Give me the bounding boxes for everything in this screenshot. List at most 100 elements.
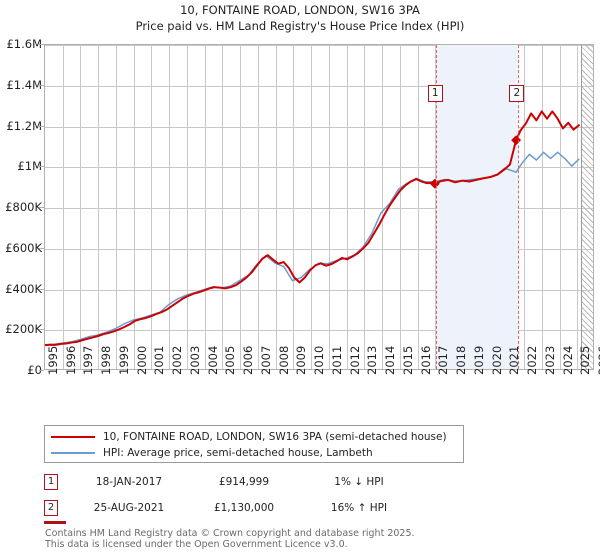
- gridline-horizontal: [45, 208, 593, 209]
- x-axis-tick-label: 2016: [418, 345, 433, 375]
- y-axis-tick: [39, 84, 44, 86]
- transaction-badge-2: 2: [44, 500, 58, 516]
- x-axis-tick-label: 2004: [205, 345, 220, 375]
- y-axis-tick-label: £400K: [5, 281, 42, 296]
- x-axis-tick-label: 1995: [46, 345, 60, 375]
- gridline-vertical: [98, 45, 99, 369]
- chart-legend: 10, FONTAINE ROAD, LONDON, SW16 3PA (sem…: [44, 425, 464, 463]
- table-row[interactable]: 2 25-AUG-2021 £1,130,000 16% ↑ HPI: [44, 500, 474, 518]
- x-axis-tick-label: 2013: [365, 345, 380, 375]
- gridline-vertical: [400, 45, 401, 369]
- gridline-horizontal: [45, 167, 593, 168]
- x-axis-tick-label: 2003: [187, 345, 202, 375]
- gridline-vertical: [134, 45, 135, 369]
- y-axis-tick-label: £1.6M: [6, 37, 42, 51]
- table-row[interactable]: 1 18-JAN-2017 £914,999 1% ↓ HPI: [44, 474, 474, 492]
- gridline-vertical: [382, 45, 383, 369]
- gridline-vertical: [577, 45, 578, 369]
- y-axis-tick: [39, 247, 44, 249]
- footer: Contains HM Land Registry data © Crown c…: [45, 528, 565, 550]
- x-axis-tick-label: 2010: [312, 345, 327, 375]
- transaction-callout-1[interactable]: 1: [427, 85, 443, 102]
- gridline-vertical: [187, 45, 188, 369]
- gridline-vertical: [293, 45, 294, 369]
- x-axis-tick-label: 1998: [99, 345, 114, 375]
- gridline-horizontal: [45, 290, 593, 291]
- price-paid-line: [45, 111, 579, 345]
- chart-subtitle: Price paid vs. HM Land Registry's House …: [135, 19, 465, 33]
- transaction-date-1: 18-JAN-2017: [95, 476, 163, 488]
- legend-label-hpi: HPI: Average price, semi-detached house,…: [103, 447, 373, 459]
- y-axis-tick-label: £1M: [17, 159, 42, 174]
- x-axis-tick-label: 2000: [134, 345, 149, 375]
- y-axis-tick-label: £1.2M: [6, 118, 42, 133]
- legend-label-price-paid: 10, FONTAINE ROAD, LONDON, SW16 3PA (sem…: [103, 431, 447, 443]
- x-axis-tick-label: 2006: [241, 345, 256, 375]
- gridline-vertical: [276, 45, 277, 369]
- gridline-vertical: [116, 45, 117, 369]
- gridline-vertical: [63, 45, 64, 369]
- x-axis-tick-label: 2024: [560, 345, 575, 375]
- plot-area: [44, 44, 594, 370]
- x-axis-tick-label: 2002: [170, 345, 185, 375]
- transaction-marker-line: [436, 45, 438, 369]
- gridline-vertical: [418, 45, 419, 369]
- transaction-point-marker[interactable]: [429, 178, 440, 189]
- transaction-price-1: £914,999: [218, 476, 270, 488]
- transaction-price-2: £1,130,000: [213, 502, 275, 514]
- y-axis-tick-label: £600K: [5, 240, 42, 255]
- legend-swatch-hpi: [51, 452, 95, 454]
- y-axis-tick: [39, 288, 44, 290]
- x-axis-tick-label: 2005: [223, 345, 238, 375]
- gridline-vertical: [169, 45, 170, 369]
- transaction-marker-line: [517, 45, 519, 369]
- gridline-vertical: [435, 45, 436, 369]
- y-axis-tick-label: £0: [27, 363, 42, 377]
- footer-copyright: Contains HM Land Registry data © Crown c…: [45, 528, 415, 539]
- y-axis-tick: [39, 329, 44, 331]
- x-axis-tick-label: 2020: [489, 345, 504, 375]
- x-axis-tick-label: 2018: [454, 345, 469, 375]
- x-axis-tick-label: 2012: [347, 345, 362, 375]
- transaction-callout-2[interactable]: 2: [509, 85, 525, 102]
- x-axis-tick-label: 2007: [258, 345, 273, 375]
- y-axis-tick: [39, 44, 44, 45]
- transaction-hpi-delta-1: 1% ↓ HPI: [334, 476, 384, 488]
- y-axis-tick-label: £200K: [5, 322, 42, 337]
- x-axis-tick-label: 1997: [81, 345, 96, 375]
- hpi-line: [45, 152, 579, 344]
- gridline-vertical: [347, 45, 348, 369]
- y-axis-tick: [39, 166, 44, 168]
- x-axis-tick-label: 2022: [525, 345, 540, 375]
- footer-rule: [44, 521, 66, 524]
- gridline-vertical: [524, 45, 525, 369]
- x-axis-tick-label: 2011: [329, 345, 344, 375]
- gridline-vertical: [222, 45, 223, 369]
- x-axis-tick-label: 2008: [276, 345, 291, 375]
- x-axis-tick-label: 2021: [507, 345, 522, 375]
- gridline-vertical: [240, 45, 241, 369]
- gridline-vertical: [542, 45, 543, 369]
- gridline-horizontal: [45, 45, 593, 46]
- gridline-vertical: [311, 45, 312, 369]
- x-axis-tick-label: 2017: [436, 345, 451, 375]
- legend-swatch-price-paid: [51, 436, 95, 438]
- x-axis-tick-label: 2025: [578, 345, 593, 375]
- transaction-hpi-delta-2: 16% ↑ HPI: [330, 502, 388, 514]
- chart-title: 10, FONTAINE ROAD, LONDON, SW16 3PA: [180, 3, 420, 17]
- x-axis-tick-label: 1996: [63, 345, 78, 375]
- y-axis-tick-label: £800K: [5, 200, 42, 214]
- gridline-vertical: [205, 45, 206, 369]
- page-title: 10, FONTAINE ROAD, LONDON, SW16 3PA Pric…: [0, 2, 600, 34]
- x-axis-tick-label: 2019: [471, 345, 486, 375]
- x-axis-tick-label: 2001: [152, 345, 167, 375]
- x-axis-tick-label: 2009: [294, 345, 309, 375]
- transaction-point-marker[interactable]: [511, 135, 522, 146]
- x-axis-tick-label: 1999: [116, 345, 131, 375]
- x-axis-tick-label: 2023: [542, 345, 557, 375]
- gridline-vertical: [151, 45, 152, 369]
- ownership-period-band: [436, 45, 518, 369]
- no-data-hatch: [580, 45, 593, 369]
- gridline-horizontal: [45, 127, 593, 128]
